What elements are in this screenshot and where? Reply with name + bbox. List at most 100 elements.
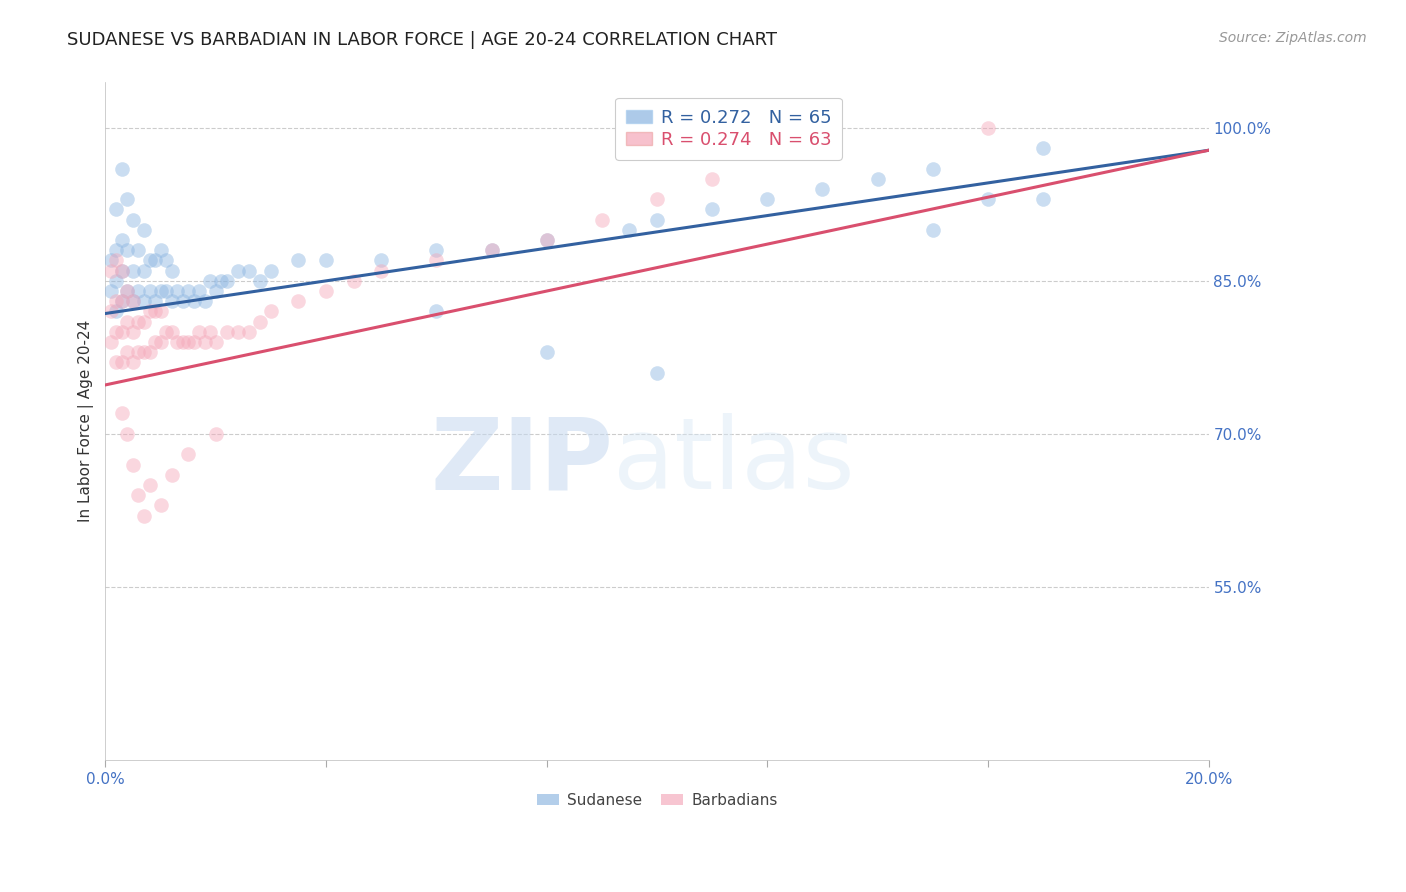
Point bbox=[1032, 141, 1054, 155]
Point bbox=[177, 284, 200, 298]
Text: SUDANESE VS BARBADIAN IN LABOR FORCE | AGE 20-24 CORRELATION CHART: SUDANESE VS BARBADIAN IN LABOR FORCE | A… bbox=[67, 31, 778, 49]
Point bbox=[166, 334, 188, 349]
Point bbox=[921, 161, 943, 176]
Point bbox=[370, 253, 392, 268]
Point bbox=[143, 294, 166, 309]
Point bbox=[105, 294, 128, 309]
Point bbox=[111, 325, 134, 339]
Point bbox=[172, 294, 194, 309]
Point bbox=[188, 284, 211, 298]
Point bbox=[138, 253, 160, 268]
Text: atlas: atlas bbox=[613, 413, 855, 510]
Point bbox=[122, 263, 145, 277]
Point bbox=[481, 244, 503, 258]
Point bbox=[117, 192, 139, 206]
Point bbox=[117, 244, 139, 258]
Point bbox=[238, 263, 260, 277]
Point bbox=[105, 355, 128, 369]
Point bbox=[100, 304, 122, 318]
Point bbox=[111, 407, 134, 421]
Point bbox=[100, 284, 122, 298]
Point bbox=[645, 366, 668, 380]
Point bbox=[105, 253, 128, 268]
Point bbox=[111, 233, 134, 247]
Point bbox=[315, 253, 337, 268]
Point bbox=[194, 294, 217, 309]
Point bbox=[111, 263, 134, 277]
Point bbox=[194, 334, 217, 349]
Point bbox=[100, 253, 122, 268]
Point bbox=[204, 334, 226, 349]
Point bbox=[315, 284, 337, 298]
Point bbox=[122, 458, 145, 472]
Point bbox=[591, 212, 613, 227]
Point bbox=[238, 325, 260, 339]
Point bbox=[249, 315, 271, 329]
Point bbox=[100, 263, 122, 277]
Point bbox=[160, 294, 183, 309]
Point bbox=[117, 284, 139, 298]
Point bbox=[132, 315, 155, 329]
Point bbox=[204, 426, 226, 441]
Point bbox=[172, 334, 194, 349]
Point bbox=[138, 345, 160, 359]
Text: ZIP: ZIP bbox=[430, 413, 613, 510]
Point bbox=[149, 304, 172, 318]
Point bbox=[188, 325, 211, 339]
Point bbox=[160, 467, 183, 482]
Point bbox=[122, 294, 145, 309]
Point bbox=[132, 263, 155, 277]
Point bbox=[183, 334, 205, 349]
Point bbox=[204, 284, 226, 298]
Point bbox=[811, 182, 834, 196]
Y-axis label: In Labor Force | Age 20-24: In Labor Force | Age 20-24 bbox=[79, 320, 94, 523]
Point bbox=[138, 284, 160, 298]
Point bbox=[226, 263, 249, 277]
Point bbox=[343, 274, 366, 288]
Point bbox=[117, 345, 139, 359]
Point bbox=[260, 304, 283, 318]
Point bbox=[127, 345, 149, 359]
Point bbox=[177, 334, 200, 349]
Point bbox=[132, 345, 155, 359]
Point bbox=[132, 294, 155, 309]
Point bbox=[132, 223, 155, 237]
Point bbox=[756, 192, 779, 206]
Point bbox=[425, 253, 447, 268]
Point bbox=[425, 304, 447, 318]
Point bbox=[117, 426, 139, 441]
Point bbox=[143, 253, 166, 268]
Point bbox=[127, 488, 149, 502]
Point bbox=[111, 355, 134, 369]
Point bbox=[117, 315, 139, 329]
Point bbox=[198, 325, 221, 339]
Point bbox=[209, 274, 232, 288]
Point bbox=[138, 478, 160, 492]
Point bbox=[481, 244, 503, 258]
Point bbox=[149, 244, 172, 258]
Point bbox=[619, 223, 641, 237]
Point bbox=[977, 192, 1000, 206]
Point bbox=[117, 284, 139, 298]
Point bbox=[111, 263, 134, 277]
Point bbox=[149, 498, 172, 512]
Point bbox=[536, 345, 558, 359]
Point bbox=[105, 304, 128, 318]
Point bbox=[100, 334, 122, 349]
Point bbox=[921, 223, 943, 237]
Point bbox=[122, 212, 145, 227]
Point bbox=[1032, 192, 1054, 206]
Point bbox=[111, 294, 134, 309]
Point bbox=[105, 244, 128, 258]
Point bbox=[149, 334, 172, 349]
Point bbox=[127, 315, 149, 329]
Point bbox=[536, 233, 558, 247]
Point bbox=[645, 192, 668, 206]
Point bbox=[226, 325, 249, 339]
Point bbox=[111, 294, 134, 309]
Point bbox=[177, 447, 200, 461]
Point bbox=[702, 202, 724, 217]
Point bbox=[702, 171, 724, 186]
Point bbox=[105, 274, 128, 288]
Point bbox=[183, 294, 205, 309]
